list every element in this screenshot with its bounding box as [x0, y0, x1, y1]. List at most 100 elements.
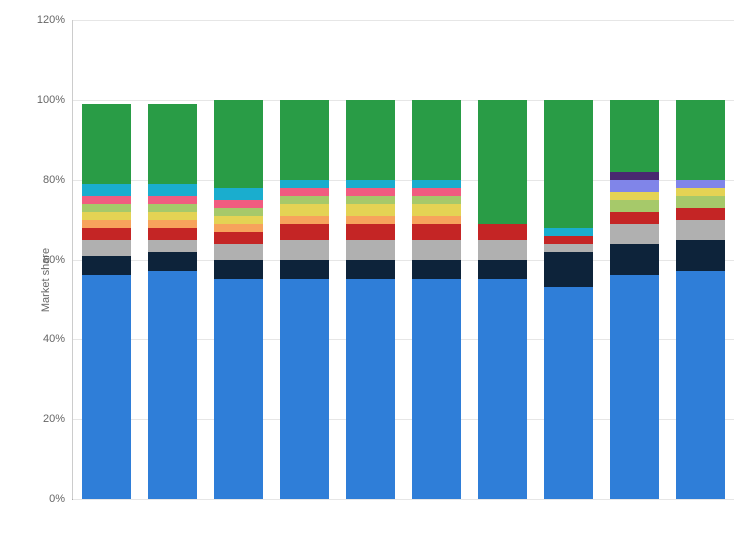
bar-segment[interactable]	[280, 260, 329, 280]
bar-segment[interactable]	[676, 220, 725, 240]
bar-segment[interactable]	[82, 256, 131, 276]
bar-slot	[470, 20, 536, 499]
bar-segment[interactable]	[412, 224, 461, 240]
bar-segment[interactable]	[544, 287, 593, 499]
bar[interactable]	[676, 100, 725, 499]
bar-segment[interactable]	[346, 196, 395, 204]
bar-segment[interactable]	[346, 279, 395, 499]
bar-segment[interactable]	[412, 100, 461, 180]
bar-segment[interactable]	[676, 271, 725, 499]
bar[interactable]	[82, 104, 131, 499]
bar-segment[interactable]	[280, 196, 329, 204]
bar-segment[interactable]	[214, 200, 263, 208]
bar-segment[interactable]	[280, 216, 329, 224]
bar-segment[interactable]	[676, 188, 725, 196]
bar-segment[interactable]	[82, 104, 131, 184]
bar-segment[interactable]	[412, 180, 461, 188]
bar-segment[interactable]	[214, 208, 263, 216]
bar-segment[interactable]	[478, 224, 527, 240]
bar-segment[interactable]	[148, 212, 197, 220]
bar-segment[interactable]	[676, 240, 725, 272]
bar-segment[interactable]	[280, 224, 329, 240]
bar-segment[interactable]	[610, 100, 659, 172]
bar[interactable]	[280, 100, 329, 499]
bar-segment[interactable]	[82, 220, 131, 228]
bar-segment[interactable]	[346, 204, 395, 216]
bar-segment[interactable]	[478, 100, 527, 224]
bar-segment[interactable]	[346, 224, 395, 240]
bar-segment[interactable]	[412, 240, 461, 260]
bar-segment[interactable]	[610, 192, 659, 200]
bar-segment[interactable]	[148, 252, 197, 272]
bar-segment[interactable]	[280, 188, 329, 196]
bar-segment[interactable]	[610, 180, 659, 192]
bar-segment[interactable]	[676, 196, 725, 208]
bar-segment[interactable]	[412, 204, 461, 216]
bar-segment[interactable]	[676, 100, 725, 180]
bar-slot	[602, 20, 668, 499]
bar-segment[interactable]	[610, 212, 659, 224]
bar-segment[interactable]	[148, 228, 197, 240]
bar-segment[interactable]	[148, 104, 197, 184]
bar-segment[interactable]	[214, 260, 263, 280]
bar-segment[interactable]	[610, 275, 659, 499]
bar[interactable]	[214, 100, 263, 499]
bar-segment[interactable]	[148, 220, 197, 228]
bar-segment[interactable]	[82, 275, 131, 499]
bar-segment[interactable]	[478, 260, 527, 280]
bar[interactable]	[478, 100, 527, 499]
bar-segment[interactable]	[544, 252, 593, 288]
bar[interactable]	[544, 100, 593, 499]
bar-segment[interactable]	[148, 240, 197, 252]
bar-segment[interactable]	[148, 271, 197, 499]
bar-segment[interactable]	[478, 240, 527, 260]
bar-segment[interactable]	[148, 196, 197, 204]
bar-segment[interactable]	[214, 100, 263, 188]
bar-segment[interactable]	[346, 216, 395, 224]
bar-segment[interactable]	[214, 188, 263, 200]
bar-segment[interactable]	[544, 228, 593, 236]
bar-segment[interactable]	[346, 188, 395, 196]
bar-segment[interactable]	[346, 180, 395, 188]
bar-segment[interactable]	[82, 240, 131, 256]
bar-segment[interactable]	[82, 196, 131, 204]
bar-segment[interactable]	[610, 244, 659, 276]
bar-segment[interactable]	[346, 100, 395, 180]
bar-segment[interactable]	[214, 279, 263, 499]
bar-segment[interactable]	[544, 100, 593, 228]
bar-segment[interactable]	[214, 232, 263, 244]
bar[interactable]	[148, 104, 197, 499]
bar-segment[interactable]	[412, 260, 461, 280]
bar-segment[interactable]	[280, 240, 329, 260]
bar-segment[interactable]	[412, 188, 461, 196]
bar-segment[interactable]	[82, 228, 131, 240]
bar-segment[interactable]	[148, 204, 197, 212]
bar-segment[interactable]	[82, 204, 131, 212]
bar-segment[interactable]	[280, 180, 329, 188]
bar-segment[interactable]	[148, 184, 197, 196]
bar[interactable]	[346, 100, 395, 499]
bar-segment[interactable]	[82, 212, 131, 220]
bar-segment[interactable]	[280, 204, 329, 216]
bar-segment[interactable]	[676, 180, 725, 188]
bar-segment[interactable]	[610, 172, 659, 180]
bar-segment[interactable]	[610, 200, 659, 212]
bar-segment[interactable]	[346, 240, 395, 260]
bar-segment[interactable]	[412, 196, 461, 204]
bar-segment[interactable]	[412, 279, 461, 499]
bar[interactable]	[610, 100, 659, 499]
bar-segment[interactable]	[82, 184, 131, 196]
bar-segment[interactable]	[610, 224, 659, 244]
bar-segment[interactable]	[214, 216, 263, 224]
bar-segment[interactable]	[280, 100, 329, 180]
bar-segment[interactable]	[214, 244, 263, 260]
bar-segment[interactable]	[544, 244, 593, 252]
bar-segment[interactable]	[544, 236, 593, 244]
bar-segment[interactable]	[346, 260, 395, 280]
bar-segment[interactable]	[214, 224, 263, 232]
bar[interactable]	[412, 100, 461, 499]
bar-segment[interactable]	[676, 208, 725, 220]
bar-segment[interactable]	[280, 279, 329, 499]
bar-segment[interactable]	[412, 216, 461, 224]
bar-segment[interactable]	[478, 279, 527, 499]
